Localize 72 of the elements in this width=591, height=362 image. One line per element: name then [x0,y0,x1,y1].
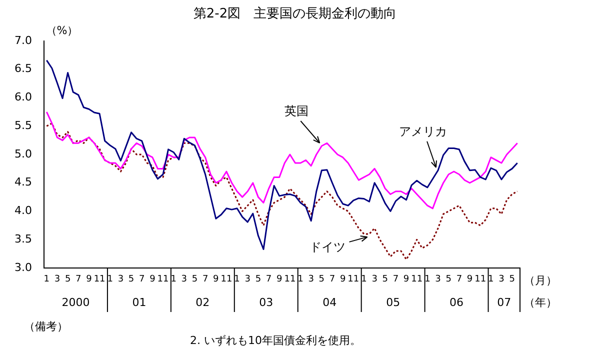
x-tick-label: 9 [213,274,220,285]
x-tick-label: 7 [138,274,145,285]
text: 01 [132,296,146,309]
x-tick-label: 7 [76,274,82,285]
x-tick-label: 5 [192,274,198,285]
x-tick-label: 9 [150,274,156,285]
x-tick-label: 5 [128,274,134,285]
x-tick-label: 1 [234,274,240,285]
x-tick-label: 9 [340,274,346,285]
x-tick-label: 1 [361,274,367,285]
text: （年） [524,296,557,309]
x-tick-label: 11 [474,274,486,285]
text: 02 [196,296,210,309]
y-axis-title: （%） [46,24,78,37]
line-series [46,122,518,260]
x-tick-label: 1 [107,274,113,285]
x-tick-label: 9 [86,274,92,285]
y-tick-label: 6.0 [14,90,32,104]
text: 06 [450,296,464,309]
x-tick-label: 5 [255,274,262,285]
x-tick-label: 11 [348,274,360,285]
y-tick-label: 4.0 [14,204,32,218]
x-tick-label: 11 [284,274,296,285]
y-tick-label: 6.5 [14,62,32,76]
x-tick-label: 7 [202,274,208,285]
series-label: ドイツ [309,240,346,254]
x-tick-label: 3 [372,274,378,285]
series-label: アメリカ [399,124,448,139]
y-tick-label: 3.0 [14,260,32,274]
text: 英国 [284,104,309,118]
text: 05 [386,296,400,309]
x-tick-label: 7 [392,274,399,285]
text: 07 [497,296,512,309]
x-tick-label: 3 [181,274,188,285]
text: 04 [322,296,337,309]
x-tick-label: 11 [94,274,106,285]
x-tick-label: 5 [446,274,452,285]
x-tick-label: 3 [54,274,60,285]
x-tick-label: 11 [411,274,423,285]
text: 2. いずれも10年国債金利を使用。 [190,334,361,347]
x-tick-label: 1 [424,274,430,285]
y-tick-label: 7.0 [14,34,32,47]
x-tick-label: 1 [298,274,304,285]
x-tick-label: 7 [329,274,336,285]
y-tick-label: 4.5 [14,176,32,189]
y-tick-label: 5.5 [14,118,32,132]
x-tick-label: 1 [488,274,494,285]
x-tick-label: 9 [466,274,473,285]
x-tick-label: 5 [382,274,388,285]
x-tick-label: 5 [509,274,515,285]
x-tick-label: 3 [498,274,504,285]
x-tick-label: 3 [308,274,314,285]
x-tick-label: 3 [244,274,250,285]
y-tick-label: 5.0 [14,147,32,160]
x-tick-label: 11 [220,274,232,285]
x-tick-label: 1 [170,274,176,285]
x-axis-title: （月） [524,274,557,287]
text: 2000 [62,296,90,309]
chart-title: 第2-2図 主要国の長期金利の動向 [193,5,397,22]
x-tick-label: 7 [266,274,272,285]
x-tick-label: 5 [64,274,71,285]
y-tick-label: 3.5 [14,232,32,246]
x-tick-label: 3 [435,274,441,285]
x-tick-label: 11 [157,274,169,285]
x-tick-label: 5 [318,274,325,285]
x-tick-label: 9 [276,274,282,285]
x-tick-label: 9 [403,274,410,285]
x-tick-label: 1 [44,274,50,285]
x-tick-label: 7 [456,274,462,285]
text: （備考） [24,320,68,333]
text: 03 [259,296,274,309]
x-tick-label: 3 [118,274,124,285]
